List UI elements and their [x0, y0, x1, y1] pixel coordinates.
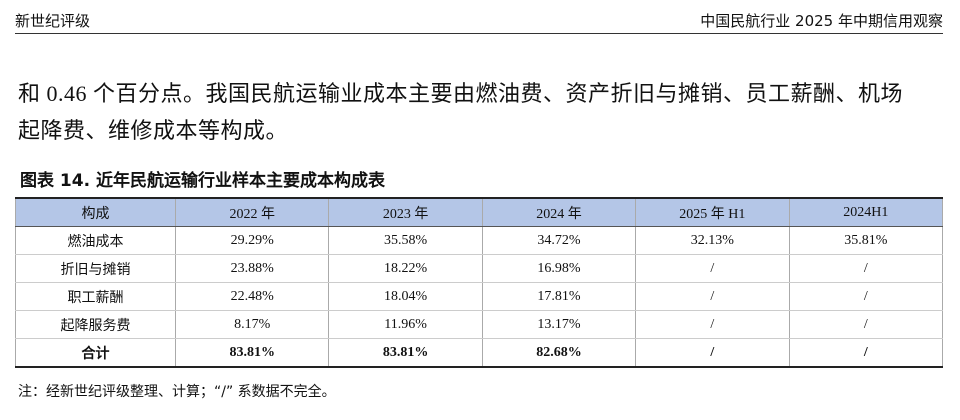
- table-cell: /: [635, 310, 790, 339]
- column-header: 构成: [15, 198, 176, 227]
- column-header: 2024 年: [481, 198, 637, 227]
- table-cell: 16.98%: [481, 254, 637, 283]
- table-cell: 起降服务费: [15, 310, 176, 339]
- table-cell: 13.17%: [481, 310, 637, 339]
- table-row: 起降服务费 8.17% 11.96% 13.17% / /: [15, 310, 944, 339]
- header-rule: [15, 33, 943, 34]
- table-cell: 82.68%: [481, 338, 637, 368]
- table-caption: 图表 14. 近年民航运输行业样本主要成本构成表: [20, 171, 385, 191]
- header-left: 新世纪评级: [15, 12, 91, 30]
- table-cell: 29.29%: [174, 226, 330, 255]
- table-cell: 18.04%: [328, 282, 483, 311]
- table-cell: 折旧与摊销: [15, 254, 176, 283]
- table-cell: 18.22%: [328, 254, 483, 283]
- paragraph-line: 和 0.46 个百分点。我国民航运输业成本主要由燃油费、资产折旧与摊销、员工薪酬…: [18, 81, 904, 106]
- table-row: 合计 83.81% 83.81% 82.68% / /: [15, 338, 944, 368]
- table-cell: 83.81%: [174, 338, 330, 368]
- table-cell: 8.17%: [174, 310, 330, 339]
- table-row: 职工薪酬 22.48% 18.04% 17.81% / /: [15, 282, 944, 311]
- table-cell: 83.81%: [328, 338, 483, 368]
- table-row: 折旧与摊销 23.88% 18.22% 16.98% / /: [15, 254, 944, 283]
- table-cell: 35.81%: [788, 226, 944, 255]
- table-cell: /: [788, 254, 944, 283]
- table-cell: 35.58%: [328, 226, 483, 255]
- table-cell: /: [788, 338, 944, 368]
- table-row: 燃油成本 29.29% 35.58% 34.72% 32.13% 35.81%: [15, 226, 944, 255]
- header-row: 构成 2022 年 2023 年 2024 年 2025 年 H1 2024H1: [15, 198, 944, 227]
- table-cell: /: [635, 338, 790, 368]
- table-cell: /: [788, 282, 944, 311]
- cost-table: 构成 2022 年 2023 年 2024 年 2025 年 H1 2024H1 燃油成本 2…: [15, 197, 944, 368]
- paragraph-line: 起降费、维修成本等构成。: [18, 118, 289, 143]
- table-cell: /: [635, 282, 790, 311]
- table-cell: 17.81%: [481, 282, 637, 311]
- table-note: 注：经新世纪评级整理、计算；“/” 系数据不完全。: [18, 384, 336, 400]
- column-header: 2023 年: [328, 198, 483, 227]
- table-cell: 合计: [15, 338, 176, 368]
- table-cell: 34.72%: [481, 226, 637, 255]
- table-cell: 职工薪酬: [15, 282, 176, 311]
- table-cell: 23.88%: [174, 254, 330, 283]
- table-cell: /: [788, 310, 944, 339]
- table-cell: 燃油成本: [15, 226, 176, 255]
- header-right: 中国民航行业 2025 年中期信用观察: [700, 12, 943, 30]
- table-cell: 11.96%: [328, 310, 483, 339]
- table-cell: /: [635, 254, 790, 283]
- column-header: 2024H1: [788, 198, 944, 227]
- column-header: 2025 年 H1: [635, 198, 790, 227]
- table-cell: 32.13%: [635, 226, 790, 255]
- column-header: 2022 年: [174, 198, 330, 227]
- table-cell: 22.48%: [174, 282, 330, 311]
